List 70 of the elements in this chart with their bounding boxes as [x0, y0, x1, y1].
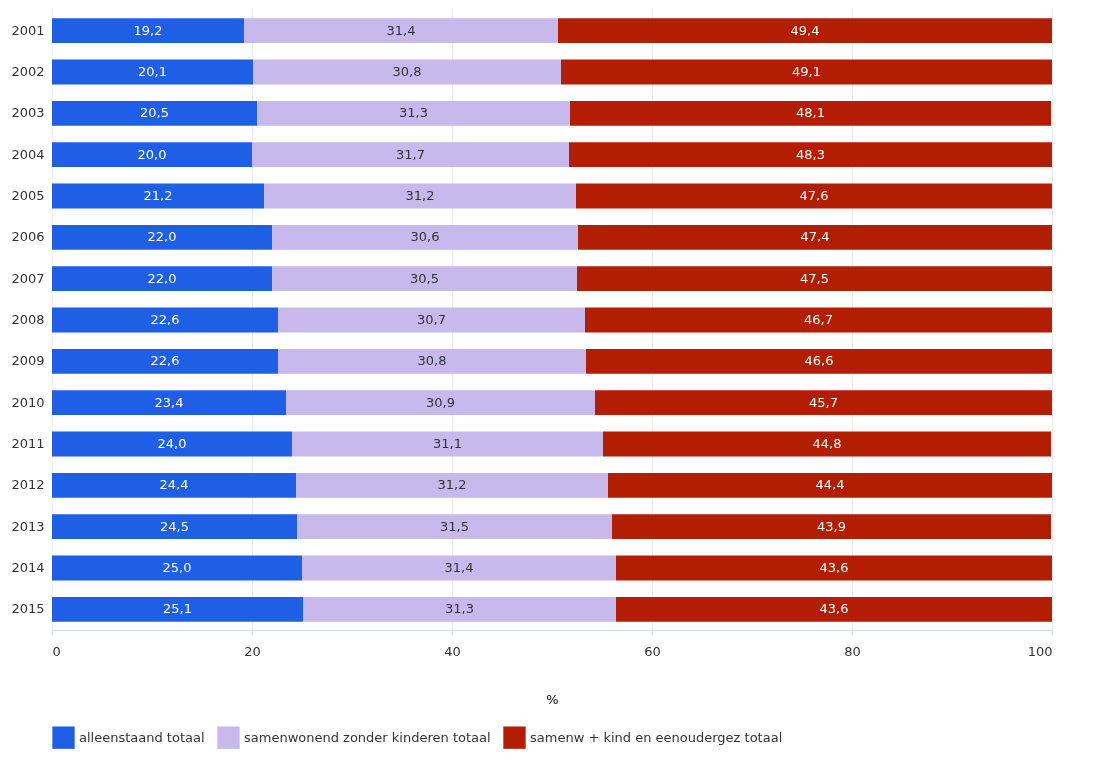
legend-label: samenwonend zonder kinderen totaal: [244, 729, 491, 745]
data-label: 25,1: [163, 601, 192, 617]
data-label: 44,4: [815, 477, 845, 493]
x-tick-label: 80: [844, 643, 861, 659]
y-tick-label: 2003: [11, 105, 45, 121]
data-label: 31,2: [437, 477, 467, 493]
x-axis-title: %: [546, 691, 559, 707]
y-tick-label: 2012: [11, 477, 45, 493]
data-label: 31,3: [445, 601, 474, 617]
data-label: 46,6: [804, 353, 834, 369]
data-label: 21,2: [143, 188, 173, 203]
data-label: 31,3: [399, 105, 428, 121]
data-label: 48,3: [796, 146, 825, 162]
data-label: 24,4: [159, 477, 189, 493]
data-label: 43,9: [817, 518, 846, 534]
data-label: 24,0: [157, 436, 187, 451]
data-label: 49,1: [792, 64, 821, 79]
y-tick-label: 2015: [11, 601, 45, 617]
data-label: 31,7: [396, 146, 425, 162]
x-tick-label: 0: [52, 643, 61, 659]
data-label: 31,5: [440, 518, 469, 534]
data-label: 31,4: [444, 560, 474, 575]
data-label: 24,5: [160, 518, 189, 534]
y-tick-label: 2005: [11, 188, 45, 203]
x-tick-label: 40: [444, 643, 461, 659]
data-label: 22,0: [147, 270, 177, 286]
data-label: 31,4: [386, 22, 416, 38]
y-tick-label: 2009: [11, 353, 45, 369]
data-label: 46,7: [804, 312, 833, 327]
data-label: 31,1: [433, 436, 462, 451]
data-label: 30,9: [426, 394, 455, 410]
legend-label: samenw + kind en eenoudergez totaal: [530, 729, 783, 745]
y-tick-label: 2001: [11, 22, 45, 38]
data-label: 20,0: [137, 146, 167, 162]
data-label: 19,2: [133, 22, 163, 38]
data-label: 48,1: [796, 105, 825, 121]
data-label: 43,6: [819, 560, 849, 575]
data-label: 22,0: [147, 229, 177, 245]
data-label: 30,8: [392, 64, 422, 79]
y-tick-label: 2002: [11, 64, 45, 79]
data-label: 22,6: [150, 312, 180, 327]
data-label: 20,1: [138, 64, 167, 79]
data-label: 43,6: [819, 601, 849, 617]
x-tick-label: 60: [644, 643, 661, 659]
data-label: 30,6: [410, 229, 440, 245]
x-tick-label: 20: [244, 643, 261, 659]
y-tick-label: 2007: [11, 270, 45, 286]
data-label: 22,6: [150, 353, 180, 369]
data-label: 31,2: [405, 188, 435, 203]
y-tick-label: 2011: [11, 436, 45, 451]
data-label: 49,4: [790, 22, 820, 38]
y-tick-label: 2006: [11, 229, 45, 245]
y-tick-label: 2014: [11, 560, 45, 575]
data-label: 45,7: [809, 394, 838, 410]
data-label: 30,7: [417, 312, 446, 327]
y-tick-label: 2013: [11, 518, 45, 534]
data-label: 47,5: [800, 270, 829, 286]
data-label: 47,4: [800, 229, 830, 245]
data-label: 47,6: [799, 188, 829, 203]
data-label: 23,4: [154, 394, 184, 410]
data-label: 20,5: [140, 105, 169, 121]
y-tick-label: 2004: [11, 146, 45, 162]
legend-label: alleenstaand totaal: [79, 729, 205, 745]
data-label: 30,5: [410, 270, 439, 286]
x-tick-label: 100: [1027, 643, 1053, 659]
y-tick-label: 2010: [11, 394, 45, 410]
data-label: 25,0: [162, 560, 192, 575]
y-tick-label: 2008: [11, 312, 45, 327]
data-label: 30,8: [417, 353, 447, 369]
data-label: 44,8: [812, 436, 842, 451]
